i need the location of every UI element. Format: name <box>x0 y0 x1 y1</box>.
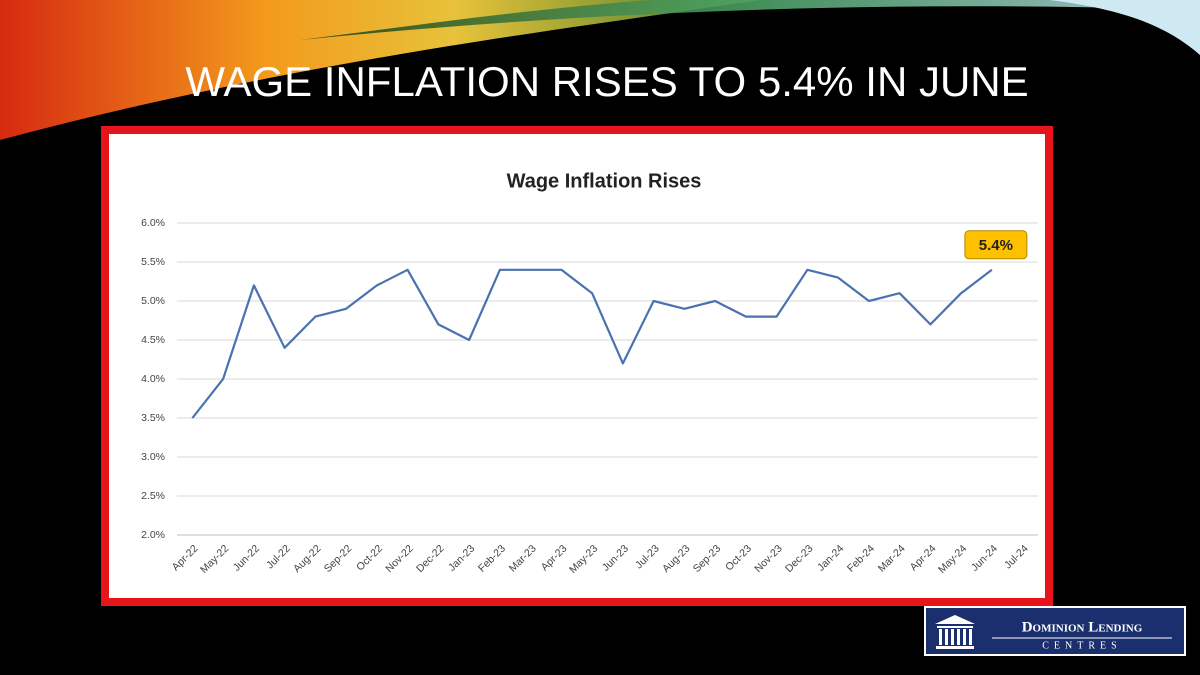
data-label-box <box>964 230 1028 260</box>
data-label: 5.4% <box>979 237 1013 254</box>
swoosh <box>0 0 760 140</box>
chart-title: Wage Inflation Rises <box>507 170 702 192</box>
y-tick-label: 4.5% <box>141 334 165 346</box>
logo: Dominion Lending CENTRES <box>924 606 1186 656</box>
y-tick-label: 2.0% <box>141 529 165 541</box>
y-tick-label: 5.5% <box>141 256 165 268</box>
y-tick-label: 6.0% <box>141 217 165 229</box>
line-series <box>191 268 993 419</box>
y-tick-label: 3.5% <box>141 412 165 424</box>
chart-frame <box>101 126 1053 606</box>
y-tick-label: 2.5% <box>141 490 165 502</box>
y-tick-label: 5.0% <box>141 295 165 307</box>
logo-icon <box>935 615 975 649</box>
y-tick-label: 3.0% <box>141 451 165 463</box>
logo-subtitle: CENTRES <box>1042 640 1121 651</box>
y-tick-label: 4.0% <box>141 373 165 385</box>
slide-title: WAGE INFLATION RISES TO 5.4% IN JUNE <box>185 58 1028 105</box>
logo-name: Dominion Lending <box>1022 619 1143 635</box>
swoosh <box>1050 0 1200 55</box>
